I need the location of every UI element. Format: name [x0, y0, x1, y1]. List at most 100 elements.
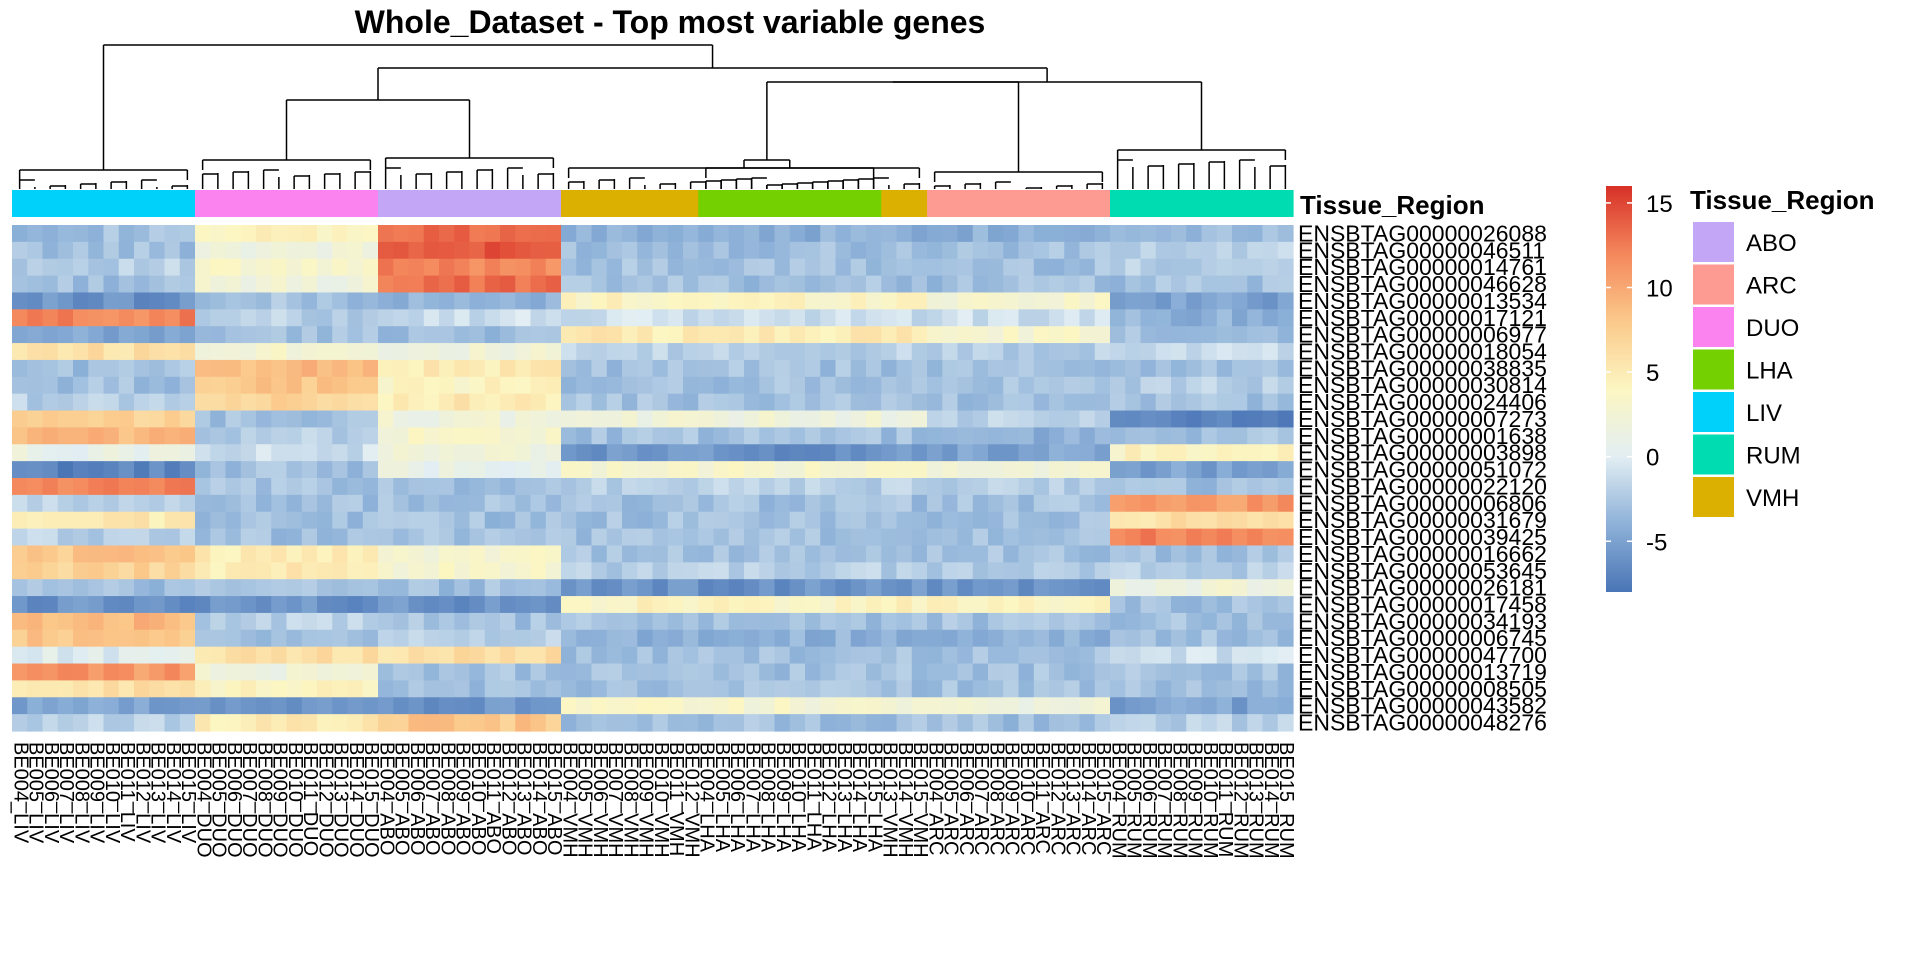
heatmap-cell [805, 309, 821, 327]
heatmap-cell [1277, 612, 1294, 631]
heatmap-cell [1155, 359, 1172, 378]
heatmap-cell [149, 714, 166, 732]
heatmap-cell [911, 275, 928, 294]
heatmap-cell [1247, 359, 1264, 378]
heatmap-cell [179, 326, 196, 344]
heatmap-cell [667, 646, 684, 665]
heatmap-cell [347, 612, 364, 631]
heatmap-cell [881, 663, 898, 681]
heatmap-cell [820, 545, 837, 563]
heatmap-cell [500, 612, 516, 631]
heatmap-cell [240, 478, 257, 496]
heatmap-cell [728, 528, 745, 547]
heatmap-cell [713, 697, 730, 715]
heatmap-cell [1216, 309, 1233, 327]
heatmap-cell [698, 714, 715, 732]
heatmap-cell [545, 225, 562, 243]
sample-label: BE006_ABO [406, 742, 428, 855]
heatmap-cell [454, 612, 471, 631]
heatmap-cell [1262, 258, 1279, 277]
heatmap-cell [1018, 646, 1035, 665]
heatmap-cell [378, 612, 394, 631]
heatmap-cell [362, 376, 379, 395]
heatmap-cell [439, 629, 455, 648]
heatmap-cell [713, 427, 730, 445]
heatmap-cell [286, 511, 303, 530]
heatmap-cell [927, 579, 943, 597]
heatmap-cell [622, 579, 638, 597]
heatmap-cell [393, 376, 410, 395]
heatmap-cell [271, 376, 288, 395]
heatmap-cell [134, 612, 150, 631]
heatmap-cell [759, 376, 776, 395]
heatmap-cell [866, 612, 882, 631]
heatmap-cell [1232, 478, 1248, 496]
annotation-cell [1262, 190, 1279, 217]
heatmap-cell [881, 494, 898, 513]
sample-label: BE007_DUO [238, 742, 260, 858]
heatmap-cell [850, 410, 867, 428]
heatmap-cell [774, 629, 791, 648]
heatmap-cell [1079, 326, 1096, 344]
heatmap-cell [576, 528, 593, 547]
heatmap-cell [423, 376, 440, 395]
heatmap-cell [134, 343, 150, 361]
heatmap-cell [1110, 343, 1126, 361]
heatmap-cell [271, 562, 288, 580]
heatmap-cell [805, 646, 821, 665]
heatmap-cell [1277, 275, 1294, 294]
heatmap-cell [332, 714, 349, 732]
heatmap-cell [866, 427, 882, 445]
heatmap-cell [850, 292, 867, 310]
heatmap-cell [1094, 511, 1111, 530]
heatmap-cell [972, 680, 989, 698]
heatmap-cell [225, 343, 242, 361]
heatmap-cell [149, 511, 166, 530]
heatmap-cell [789, 680, 806, 698]
heatmap-cell [73, 410, 89, 428]
heatmap-cell [972, 292, 989, 310]
heatmap-cell [698, 478, 715, 496]
heatmap-cell [164, 579, 181, 597]
heatmap-cell [881, 258, 898, 277]
heatmap-cell [1262, 359, 1279, 378]
heatmap-cell [164, 663, 181, 681]
heatmap-cell [942, 326, 959, 344]
heatmap-cell [1155, 714, 1172, 732]
heatmap-cell [820, 579, 837, 597]
heatmap-cell [179, 511, 196, 530]
heatmap-cell [667, 697, 684, 715]
heatmap-cell [1277, 511, 1294, 530]
heatmap-cell [1033, 309, 1050, 327]
heatmap-cell [454, 393, 471, 412]
heatmap-cell [1216, 629, 1233, 648]
heatmap-cell [606, 309, 623, 327]
heatmap-cell [805, 714, 821, 732]
heatmap-cell [1064, 579, 1081, 597]
heatmap-cell [896, 714, 913, 732]
heatmap-cell [1140, 545, 1157, 563]
heatmap-cell [1049, 292, 1065, 310]
heatmap-cell [332, 326, 349, 344]
heatmap-cell [1171, 359, 1187, 378]
heatmap-cell [1232, 309, 1248, 327]
heatmap-cell [88, 579, 105, 597]
heatmap-cell [1171, 309, 1187, 327]
heatmap-cell [1262, 292, 1279, 310]
heatmap-cell [622, 545, 638, 563]
heatmap-cell [347, 427, 364, 445]
heatmap-cell [866, 241, 882, 260]
heatmap-cell [164, 680, 181, 698]
heatmap-cell [1125, 545, 1142, 563]
heatmap-cell [408, 376, 425, 395]
heatmap-cell [774, 697, 791, 715]
heatmap-cell [286, 309, 303, 327]
heatmap-cell [637, 258, 654, 277]
annotation-cell [1033, 190, 1050, 217]
heatmap-cell [942, 562, 959, 580]
heatmap-cell [1140, 646, 1157, 665]
heatmap-cell [835, 225, 852, 243]
heatmap-cell [179, 393, 196, 412]
sample-label: BE006_DUO [223, 742, 245, 858]
heatmap-cell [652, 545, 669, 563]
